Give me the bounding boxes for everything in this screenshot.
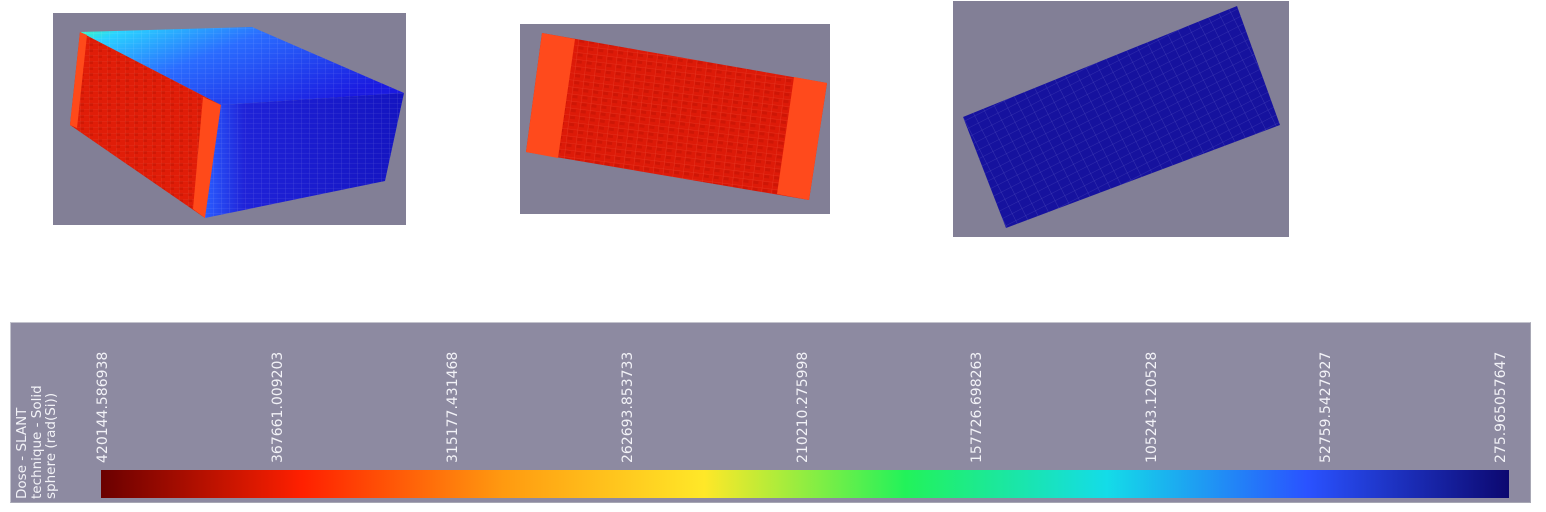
legend-title-line: technique - Solid bbox=[28, 385, 45, 499]
side-view[interactable] bbox=[953, 1, 1289, 237]
tick-label: 367661.009203 bbox=[270, 351, 286, 463]
slab-face bbox=[963, 6, 1280, 228]
slab-left-band bbox=[526, 33, 575, 158]
top-view-canvas[interactable] bbox=[520, 24, 830, 214]
tick-label: 157726.698263 bbox=[969, 351, 985, 463]
tick-label: 105243.120528 bbox=[1144, 351, 1160, 463]
top-view[interactable] bbox=[520, 24, 830, 214]
legend-title-line: sphere (rad(Si)) bbox=[43, 392, 59, 499]
box-left-face-edge bbox=[70, 32, 87, 128]
box-left-face bbox=[70, 32, 221, 218]
slab-right-band bbox=[777, 77, 827, 200]
tick-label: 315177.431468 bbox=[445, 351, 461, 463]
legend-title-line: Dose - SLANT bbox=[14, 407, 30, 499]
tick-label: 262693.853733 bbox=[620, 351, 636, 463]
box-front-face-grid bbox=[205, 93, 404, 218]
box-left-face-edge2 bbox=[193, 97, 221, 218]
tick-label: 275.965057647 bbox=[1493, 351, 1509, 463]
tick-label: 210210.275998 bbox=[795, 351, 811, 463]
colorbar-gradient bbox=[101, 470, 1509, 498]
perspective-view[interactable] bbox=[53, 13, 406, 225]
slab-face bbox=[526, 33, 827, 200]
color-scale-legend: Dose - SLANT technique - Solid sphere (r… bbox=[10, 322, 1531, 503]
tick-label: 52759.5427927 bbox=[1318, 351, 1334, 463]
tick-label: 420144.586938 bbox=[95, 351, 111, 463]
box-top-face-grid bbox=[80, 27, 404, 105]
legend-title: Dose - SLANT technique - Solid sphere (r… bbox=[14, 329, 59, 499]
perspective-view-canvas[interactable] bbox=[53, 13, 406, 225]
side-view-canvas[interactable] bbox=[953, 1, 1289, 237]
